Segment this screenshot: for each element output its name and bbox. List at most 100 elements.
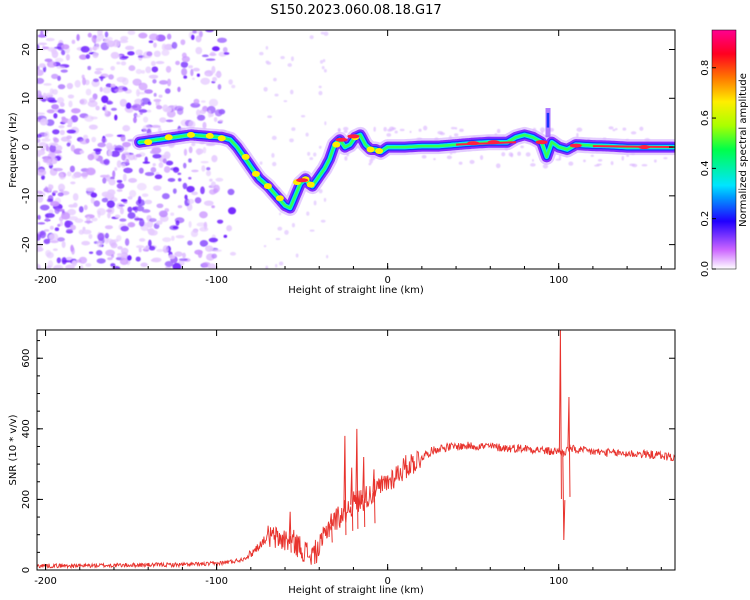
noise-speck — [630, 131, 637, 135]
noise-blob — [110, 107, 117, 111]
noise-blob — [122, 125, 131, 132]
noise-blob — [190, 34, 195, 41]
noise-blob — [135, 153, 142, 158]
noise-speck — [318, 145, 322, 149]
noise-blob — [102, 86, 112, 94]
noise-blob — [205, 30, 214, 33]
noise-speck — [387, 128, 392, 132]
noise-blob — [90, 197, 95, 204]
noise-blob — [37, 90, 42, 98]
noise-blob — [158, 162, 164, 168]
noise-blob — [96, 258, 106, 264]
snr-y-label: SNR (10 * v/v) — [8, 414, 19, 485]
noise-speck — [612, 128, 616, 132]
noise-speck — [309, 229, 315, 232]
noise-blob — [188, 158, 192, 163]
noise-blob — [153, 185, 162, 191]
noise-blob — [127, 206, 133, 213]
snr-panel: -200 -100 0 100 0 200 400 600 Height of straigh… — [8, 329, 676, 596]
noise-blob — [223, 234, 228, 238]
colorbar-tick-label: 0.8 — [700, 60, 711, 76]
noise-blob — [153, 42, 157, 48]
noise-blob — [78, 256, 88, 264]
noise-blob — [170, 212, 175, 216]
noise-blob — [66, 171, 72, 177]
ridge-hotspot — [205, 132, 214, 139]
noise-blob — [37, 43, 40, 51]
noise-blob — [37, 138, 41, 143]
spectrogram-ridge — [131, 108, 675, 216]
noise-blob — [122, 141, 131, 148]
noise-blob — [95, 149, 101, 155]
colorbar-tick-label: 0.0 — [700, 261, 711, 277]
noise-speck — [399, 128, 405, 132]
snr-frame — [36, 329, 676, 571]
colorbar-tick-label: 0.4 — [700, 160, 711, 176]
noise-speck — [520, 145, 524, 149]
colorbar-gradient — [712, 30, 736, 269]
noise-blob — [49, 240, 59, 244]
x-tick-label: -100 — [205, 275, 228, 286]
noise-blob — [112, 170, 116, 179]
noise-blob — [200, 186, 205, 195]
noise-blob — [46, 251, 54, 259]
noise-blob — [127, 153, 136, 161]
noise-blob — [183, 75, 188, 79]
noise-blob — [162, 158, 167, 164]
ridge-hotspot — [375, 147, 384, 154]
noise-blob — [176, 107, 184, 115]
noise-speck — [321, 65, 325, 70]
noise-blob — [152, 163, 156, 167]
noise-blob — [38, 142, 47, 148]
snr-spike — [567, 397, 571, 497]
noise-speck — [313, 200, 317, 206]
noise-blob — [177, 86, 181, 93]
noise-blob — [106, 200, 115, 209]
y-tick-label: 0 — [21, 567, 32, 573]
noise-speck — [641, 164, 648, 167]
noise-blob — [37, 42, 48, 46]
noise-speck — [309, 35, 314, 40]
noise-blob — [201, 54, 209, 58]
noise-blob — [85, 187, 96, 192]
noise-blob — [57, 109, 66, 114]
noise-blob — [148, 74, 159, 79]
noise-blob — [214, 109, 223, 117]
noise-blob — [64, 220, 71, 229]
noise-blob — [51, 73, 59, 79]
y-tick-label: 600 — [21, 349, 32, 368]
noise-speck — [542, 163, 549, 169]
noise-speck — [373, 126, 376, 132]
noise-blob — [103, 158, 110, 166]
x-tick-label: 100 — [549, 576, 568, 587]
noise-blob — [96, 240, 103, 248]
noise-blob — [117, 253, 123, 258]
noise-blob — [118, 204, 125, 207]
noise-blob — [117, 246, 123, 250]
noise-blob — [228, 79, 233, 85]
noise-blob — [56, 97, 65, 104]
noise-blob — [69, 165, 75, 173]
noise-speck — [307, 151, 311, 156]
noise-blob — [192, 67, 200, 72]
noise-blob — [208, 237, 219, 243]
noise-blob — [110, 263, 116, 267]
noise-blob — [78, 206, 84, 213]
y-tick-label: 400 — [21, 419, 32, 438]
noise-blob — [66, 142, 71, 147]
noise-blob — [211, 253, 218, 259]
noise-blob — [108, 178, 116, 186]
noise-blob — [126, 255, 132, 261]
noise-speck — [608, 126, 614, 130]
noise-blob — [88, 124, 98, 130]
noise-speck — [576, 132, 579, 138]
noise-blob — [127, 222, 136, 228]
noise-speck — [274, 93, 279, 97]
noise-blob — [142, 56, 147, 59]
noise-blob — [37, 263, 41, 269]
noise-blob — [168, 254, 176, 260]
noise-blob — [123, 167, 133, 174]
noise-blob — [147, 228, 155, 236]
noise-blob — [180, 61, 189, 68]
